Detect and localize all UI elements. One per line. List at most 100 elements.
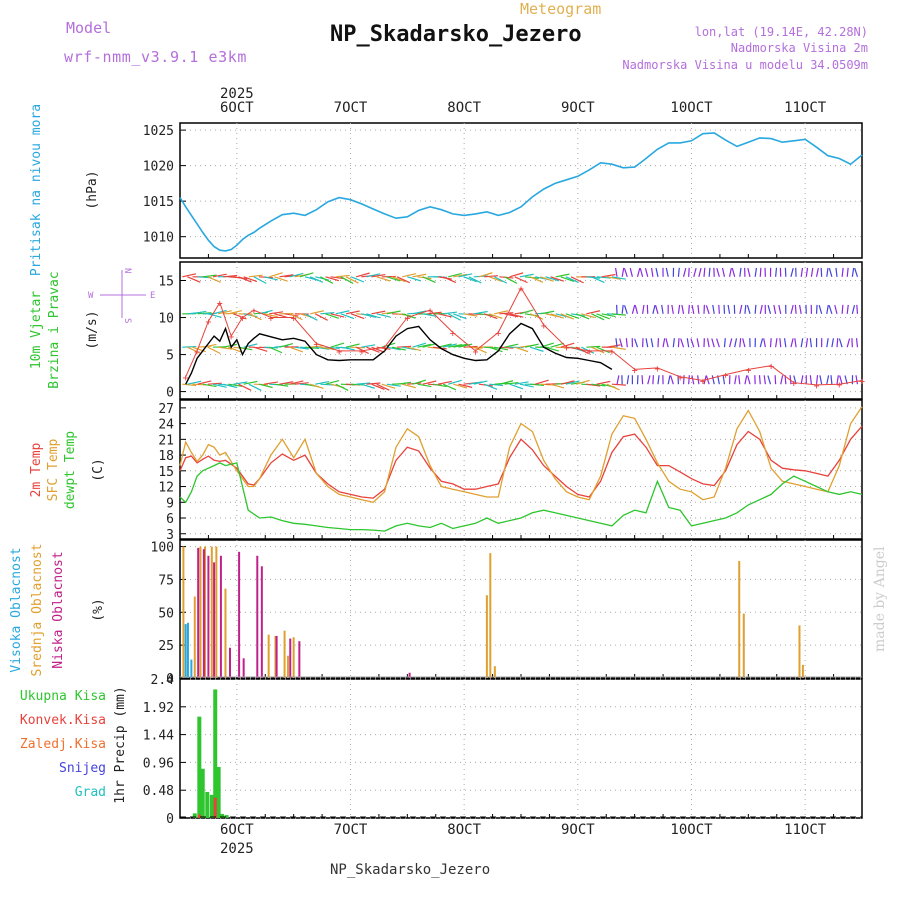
wind-arrow [560, 342, 575, 348]
wind-arrow [223, 383, 237, 389]
gust-marker: + [859, 376, 865, 387]
wind-arrow [473, 346, 487, 354]
wind-arrow [483, 383, 498, 390]
wind-arrow [680, 338, 685, 348]
wind-arrow [716, 268, 720, 277]
wind-arrow [448, 379, 462, 385]
wind-arrow [716, 338, 720, 348]
wind-arrow [473, 380, 488, 385]
wind-arrow [634, 304, 639, 314]
wind-arrow [397, 381, 412, 385]
wind-arrow [758, 375, 761, 385]
wind-arrow [739, 304, 743, 314]
wind-arrow [819, 375, 823, 385]
wind-arrow [575, 346, 589, 355]
wind-arrow [376, 346, 391, 350]
wind-arrow [616, 375, 620, 385]
wind-arrow [325, 276, 340, 282]
cloud-bar [485, 595, 488, 678]
wind-arrow [386, 310, 401, 315]
cloud-bar [298, 641, 301, 678]
wind-arrow [391, 276, 406, 283]
wind-arrow [473, 310, 488, 315]
wind-arrow [596, 276, 611, 279]
wind-arrow [402, 313, 416, 319]
wind-arrow [238, 383, 252, 391]
wind-arrow [846, 267, 849, 277]
cloud-bar [493, 666, 496, 678]
cloud-label-1: Srednja Oblacnost [30, 543, 45, 676]
cloud-bar [238, 551, 241, 678]
page-title: NP_Skadarsko_Jezero [330, 22, 582, 47]
wind-arrow [233, 381, 248, 385]
date-label-top: 7OCT [334, 100, 368, 116]
date-label-bottom: 8OCT [447, 822, 481, 838]
wind-arrow [248, 313, 262, 321]
wind-arrow [453, 273, 468, 278]
wind-arrow [391, 346, 406, 351]
wind-arrow [202, 383, 217, 388]
wind-arrow [530, 383, 545, 386]
date-label-bottom: 6OCT [220, 822, 254, 838]
wind-arrow [763, 375, 766, 385]
gust-marker: + [336, 347, 342, 358]
gust-marker: + [427, 306, 433, 317]
wind-arrow [650, 267, 654, 277]
wind-arrow [182, 345, 197, 348]
wind-arrow [586, 310, 601, 315]
wind-arrow [586, 383, 601, 387]
gust-marker: + [723, 371, 729, 382]
model-name: wrf-nmm_v3.9.1 e3km [64, 48, 247, 66]
wind-arrow [509, 383, 524, 390]
date-label-bottom: 10OCT [670, 822, 713, 838]
wind-arrow [606, 344, 621, 348]
wind-arrow [535, 379, 549, 385]
wind-arrow [614, 267, 618, 277]
temp-line-0 [179, 425, 863, 499]
wind-arrow [746, 305, 751, 315]
wind-arrow [645, 338, 649, 348]
wind-arrow [279, 342, 294, 348]
y-tick-label: 2.4 [151, 673, 175, 688]
precip-bar [220, 813, 225, 818]
wind-arrow [780, 375, 784, 385]
wind-arrow [361, 383, 375, 389]
wind-arrow [560, 380, 575, 385]
wind-arrow [790, 267, 794, 277]
wind-arrow [345, 343, 360, 348]
cloud-bar [260, 566, 263, 678]
wind-arrow [228, 346, 242, 353]
wind-arrow [639, 267, 644, 277]
wind-arrow [402, 383, 416, 389]
wind-arrow [830, 375, 833, 385]
wind-arrow [846, 338, 851, 348]
wind-arrow [238, 276, 252, 283]
gust-marker: + [563, 343, 569, 354]
y-tick-label: 0 [166, 672, 174, 687]
wind-arrow [519, 383, 534, 388]
wind-arrow [304, 313, 318, 321]
wind-arrow [330, 342, 345, 348]
wind-arrow [422, 343, 437, 348]
wind-arrow [335, 383, 349, 391]
wind-arrow [545, 346, 560, 352]
wind-arrow [289, 380, 304, 385]
wind-arrow [835, 267, 838, 277]
wind-arrow [187, 380, 202, 385]
wind-arrow [828, 267, 833, 277]
wind-arrow [325, 313, 339, 319]
wind-title-2: Brzina i Pravac [47, 271, 62, 388]
wind-arrow [182, 273, 197, 278]
temp-label-2: dewpt Temp [63, 431, 78, 509]
wind-arrow [841, 267, 844, 277]
y-tick-label: 5 [166, 349, 174, 364]
wind-arrow [586, 345, 601, 348]
wind-arrow [722, 375, 726, 385]
wind-arrow [371, 383, 385, 391]
wind-arrow [834, 304, 838, 314]
cloud-bar [186, 622, 189, 678]
wind-arrow [309, 276, 324, 283]
wind-arrow [207, 346, 221, 355]
wind-arrow [263, 313, 278, 318]
wind-arrow [253, 276, 267, 284]
